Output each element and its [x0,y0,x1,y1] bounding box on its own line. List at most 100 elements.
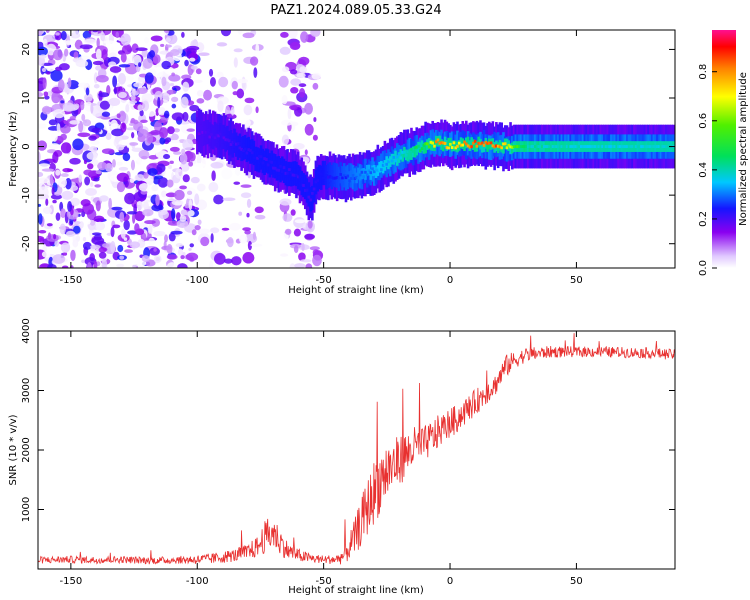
heatmap-noise-blob [83,159,87,165]
heatmap-noise-blob [210,77,216,87]
heatmap-noise-blob [52,49,63,61]
heatmap-noise-blob [309,246,320,251]
heatmap-noise-blob [166,243,173,254]
heatmap-noise-blob [132,264,137,268]
heatmap-ridge-cell [661,145,665,149]
heatmap-noise-blob [60,30,67,41]
heatmap-noise-blob [54,240,60,247]
heatmap-ridge-cell [351,173,355,177]
heatmap-noise-blob [150,129,161,136]
heatmap-noise-blob [166,126,175,135]
heatmap-ridge-cell [392,153,396,165]
heatmap-ridge-cell [463,140,466,152]
heatmap-ridge-cell [514,145,518,149]
heatmap-ridge-cell [491,138,495,149]
heatmap-noise-blob [208,182,219,193]
heatmap-noise-blob [60,142,72,154]
heatmap-noise-blob [38,163,51,169]
heatmap-ridge-cell [390,153,394,165]
heatmap-ridge-cell [334,176,337,180]
heatmap-ridge-cell [422,143,426,154]
heatmap-ridge-cell [472,141,475,145]
heatmap-ridge-cell [649,145,652,149]
heatmap-noise-blob [135,76,139,84]
heatmap-noise-blob [146,133,154,144]
heatmap-noise-blob [38,235,45,243]
heatmap-ridge-cell [388,158,392,161]
heatmap-noise-blob [90,244,101,250]
heatmap-ridge-cell [261,155,265,167]
heatmap-ridge-cell [243,147,247,159]
heatmap-ridge-cell [362,168,365,179]
heatmap-ridge-cell [410,147,413,151]
heatmap-noise-blob [287,30,298,39]
heatmap-ridge-cell [615,145,619,149]
heatmap-noise-blob [186,45,200,51]
heatmap-ridge-cell [599,145,603,149]
heatmap-noise-blob [161,60,171,70]
heatmap-noise-blob [117,244,124,253]
heatmap-ridge-cell [219,132,222,136]
heatmap-noise-blob [88,227,95,238]
heatmap-ridge-cell [429,139,433,151]
heatmap-noise-blob [144,220,156,225]
heatmap-noise-blob [159,137,166,145]
heatmap-ridge-cell [532,145,535,149]
heatmap-noise-blob [73,220,81,225]
heatmap-ridge-cell [608,145,611,149]
heatmap-ridge-cell [300,175,304,187]
heatmap-noise-blob [53,247,62,256]
heatmap-noise-blob [57,79,65,92]
heatmap-ridge-cell [620,145,624,149]
heatmap-ridge-cell [457,141,461,145]
snr-series-line [38,333,675,565]
heatmap-noise-blob [157,96,161,109]
heatmap-noise-blob [168,232,176,242]
heatmap-ridge-cell [394,159,397,163]
heatmap-ridge-cell [213,136,217,140]
heatmap-noise-blob [161,190,167,198]
colorbar-tick-label: 0.6 [698,113,709,129]
heatmap-noise-blob [45,198,49,206]
heatmap-noise-blob [151,204,164,212]
heatmap-noise-blob [153,255,162,264]
spectrogram-ytick-label: -20 [21,236,32,252]
heatmap-noise-blob [240,192,252,199]
heatmap-noise-blob [85,87,90,96]
heatmap-noise-blob [85,188,97,196]
heatmap-ridge-cell [226,136,229,148]
heatmap-noise-blob [47,264,57,268]
heatmap-ridge-cell [419,149,422,153]
spectrogram-ytick-label: 10 [21,92,32,105]
heatmap-noise-blob [84,218,91,225]
heatmap-noise-blob [106,84,111,96]
heatmap-ridge-cell [496,142,500,154]
heatmap-noise-blob [96,37,100,48]
heatmap-noise-blob [129,177,135,184]
heatmap-ridge-cell [565,145,569,149]
heatmap-ridge-cell [666,145,670,149]
heatmap-noise-blob [118,110,127,123]
heatmap-ridge-cell [208,135,212,139]
heatmap-noise-blob [135,174,145,182]
heatmap-noise-blob [289,41,301,51]
heatmap-ridge-cell [302,184,305,187]
heatmap-ridge-cell [505,138,509,150]
heatmap-ridge-cell [372,170,376,174]
heatmap-ridge-cell [374,167,378,179]
heatmap-ridge-cell [403,150,406,154]
heatmap-ridge-cell [326,175,330,179]
heatmap-noise-blob [198,228,211,234]
heatmap-noise-blob [81,113,86,122]
heatmap-noise-blob [120,228,126,239]
heatmap-noise-blob [244,97,255,104]
heatmap-ridge-cell [601,145,604,149]
heatmap-noise-blob [196,183,206,192]
heatmap-noise-blob [55,212,61,221]
heatmap-noise-blob [151,185,159,192]
heatmap-noise-blob [129,100,138,104]
heatmap-noise-blob [230,106,235,116]
heatmap-noise-blob [81,211,86,218]
heatmap-noise-blob [119,255,125,260]
heatmap-noise-blob [163,30,170,34]
